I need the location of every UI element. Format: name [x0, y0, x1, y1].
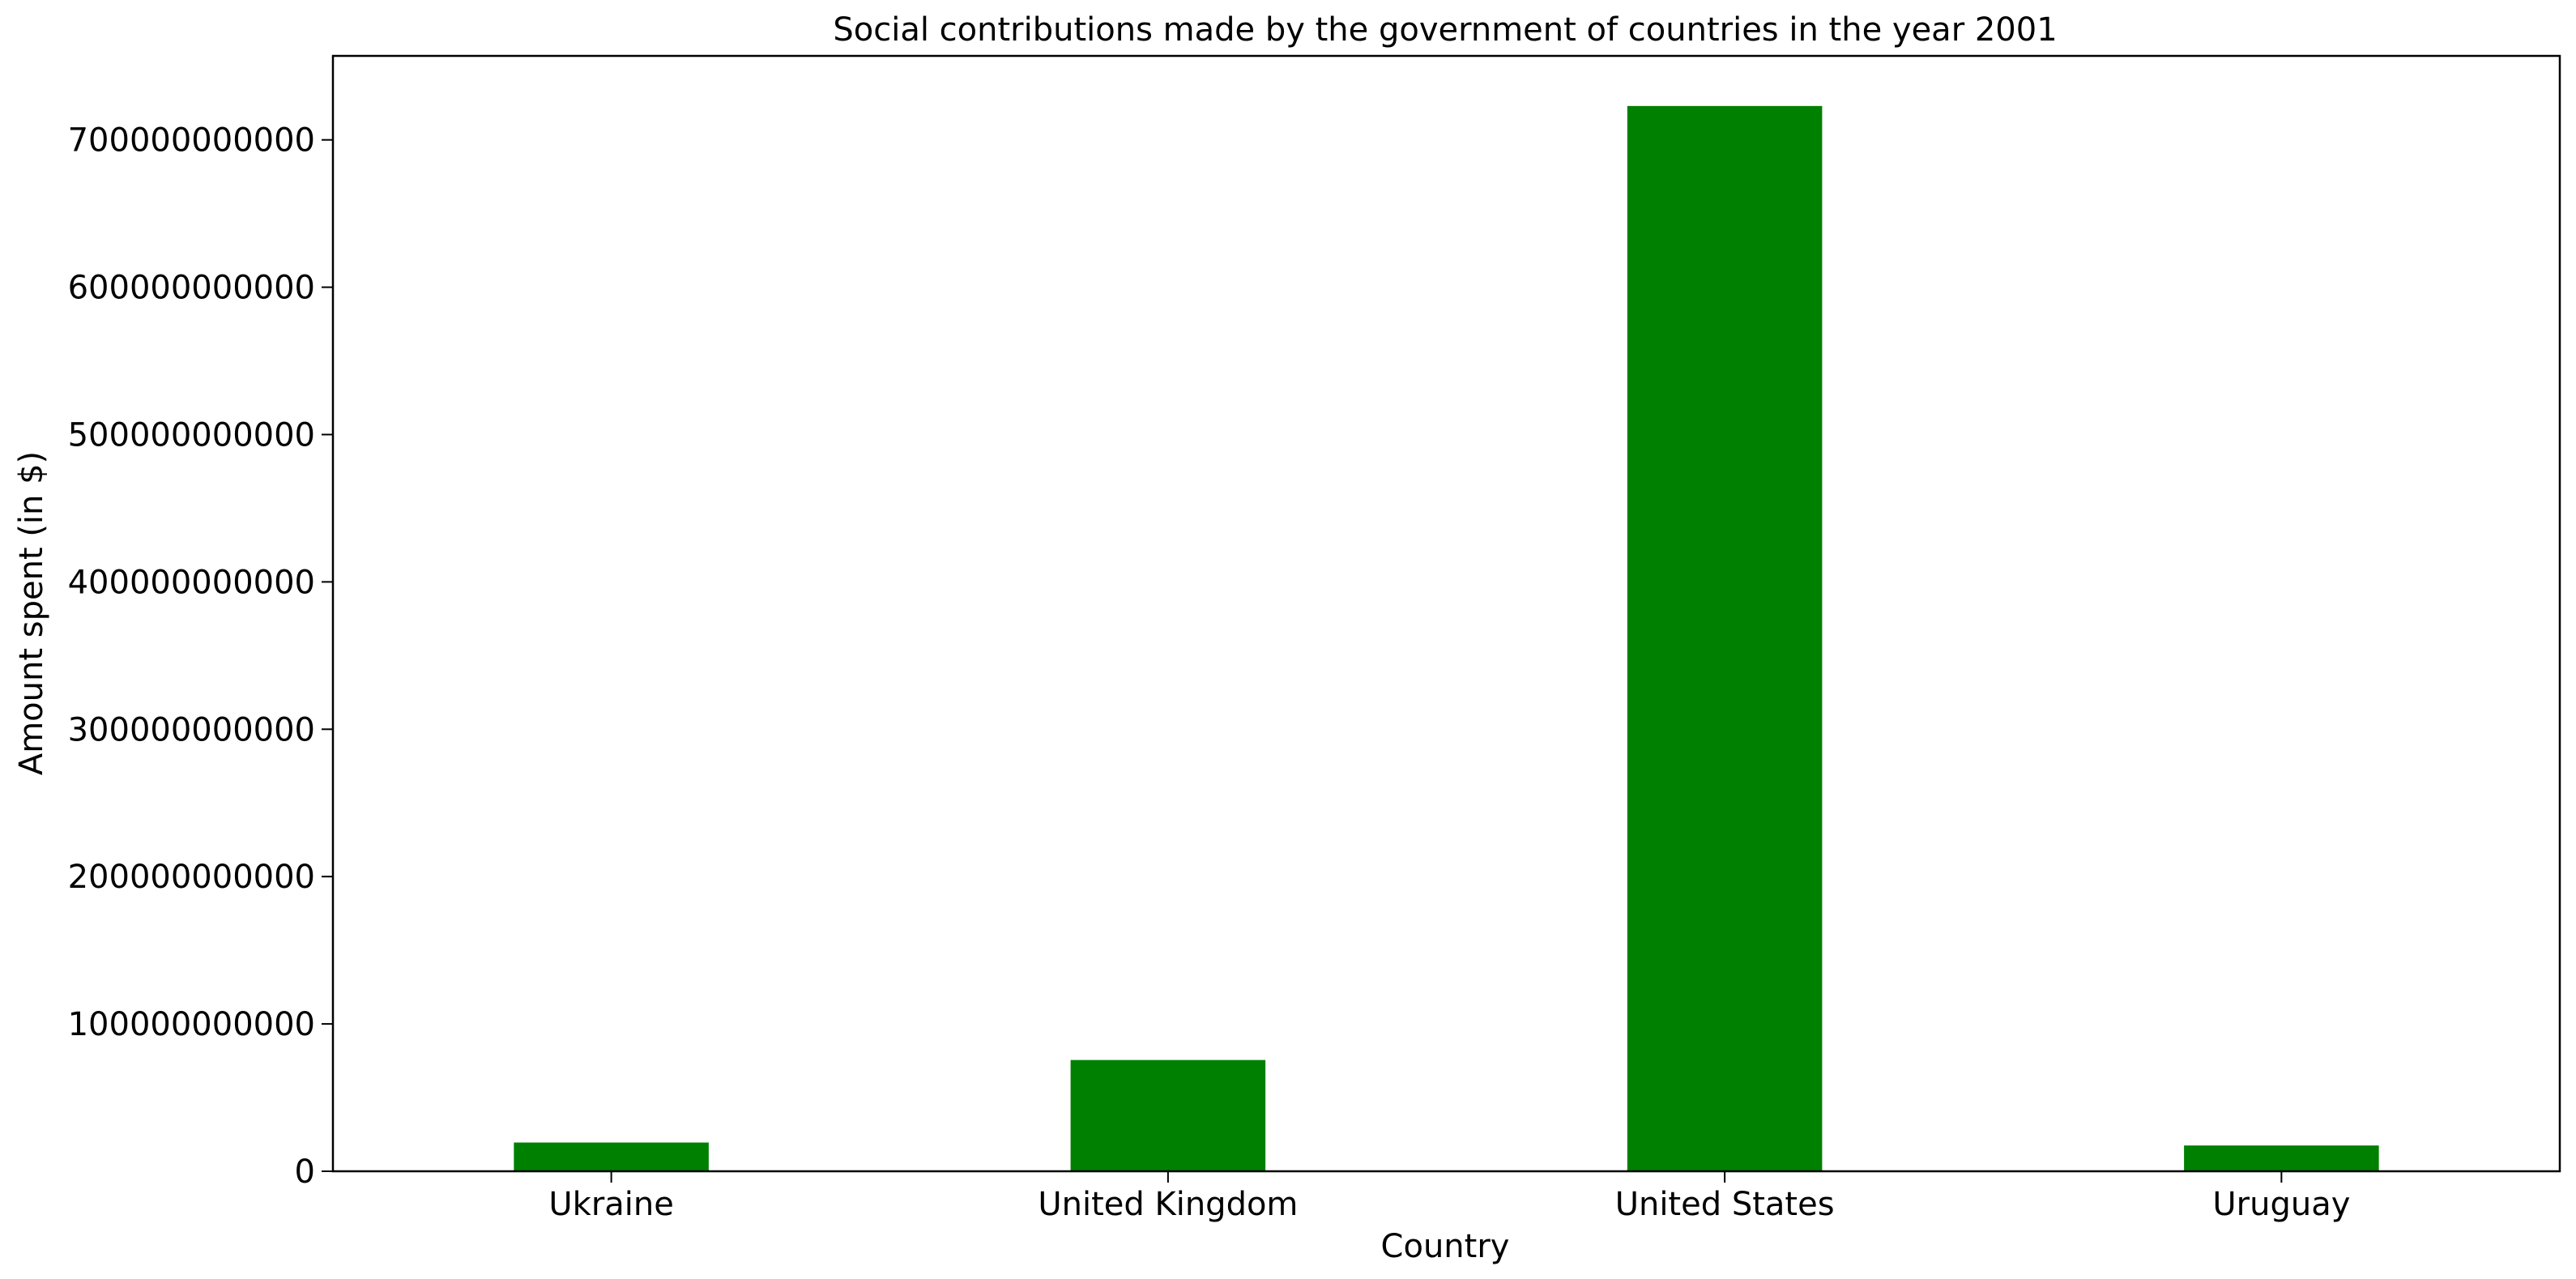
- y-tick-label: 700000000000: [68, 122, 315, 160]
- bar: [1070, 1059, 1266, 1171]
- y-tick-label: 100000000000: [68, 1006, 315, 1043]
- bar: [514, 1142, 709, 1171]
- x-tick-label: Ukraine: [548, 1186, 673, 1223]
- x-tick-label: United States: [1615, 1186, 1835, 1223]
- x-tick-label: United Kingdom: [1038, 1186, 1298, 1223]
- bar: [1627, 105, 1823, 1171]
- y-tick-label: 300000000000: [68, 711, 315, 748]
- y-tick-label: 200000000000: [68, 859, 315, 896]
- y-tick-label: 0: [295, 1153, 315, 1191]
- x-axis: Ukraine United Kingdom United States Urugua…: [548, 1171, 2350, 1223]
- y-axis-label: Amount spent (in $): [13, 451, 50, 775]
- chart-title: Social contributions made by the governm…: [833, 11, 2057, 49]
- y-tick-label: 500000000000: [68, 416, 315, 454]
- y-tick-label: 400000000000: [68, 564, 315, 601]
- x-tick-label: Uruguay: [2212, 1186, 2350, 1223]
- bar: [2184, 1145, 2379, 1171]
- y-axis: 0 100000000000 200000000000 300000000000 400…: [68, 122, 333, 1191]
- y-tick-label: 600000000000: [68, 270, 315, 307]
- x-axis-label: Country: [1381, 1228, 1510, 1265]
- bars: [514, 105, 2379, 1171]
- plot-frame: [331, 54, 2561, 1173]
